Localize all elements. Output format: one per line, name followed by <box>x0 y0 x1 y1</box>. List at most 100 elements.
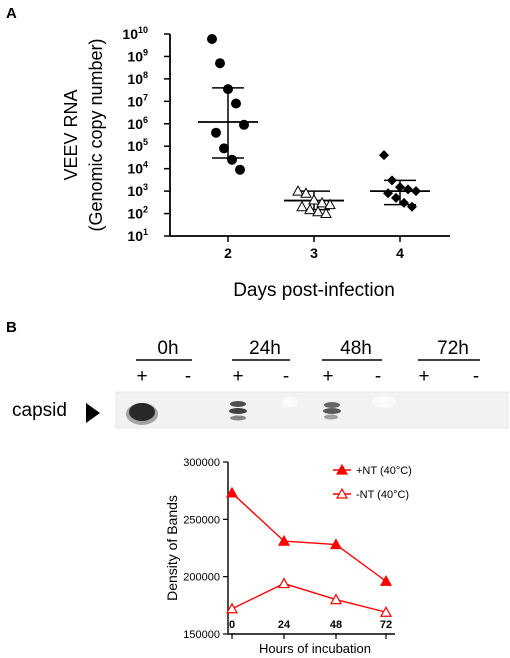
data-point <box>239 119 249 130</box>
data-point <box>391 192 401 203</box>
b-x-tick-label: 24 <box>278 619 291 631</box>
timepoint-label: 24h <box>249 338 281 359</box>
legend-marker <box>335 463 349 475</box>
data-point <box>207 33 217 44</box>
data-point <box>312 205 324 217</box>
y-tick-label: 109 <box>127 47 148 64</box>
data-point <box>235 164 245 175</box>
data-point <box>324 198 336 210</box>
lane-plus-label: + <box>136 366 147 387</box>
lane-minus-label: - <box>375 366 381 387</box>
y-tick-exponent: 5 <box>143 137 148 147</box>
b-y-tick-label: 150000 <box>183 629 220 641</box>
x-tick-label: 3 <box>310 245 318 261</box>
y-axis-title-line1: VEEV RNA <box>61 89 81 180</box>
data-point <box>379 150 389 161</box>
b-y-tick-label: 250000 <box>183 514 220 526</box>
series-marker <box>379 605 393 617</box>
blot-image <box>115 391 509 429</box>
series-marker <box>329 538 343 550</box>
y-tick-exponent: 2 <box>143 205 148 215</box>
legend-label: +NT (40°C) <box>356 465 412 477</box>
legend-label: -NT (40°C) <box>356 489 409 501</box>
y-tick-label: 108 <box>127 70 148 87</box>
series-marker <box>329 593 343 605</box>
timepoint-label: 0h <box>157 338 178 359</box>
data-point <box>320 207 332 219</box>
b-y-tick-label: 300000 <box>183 457 220 469</box>
b-x-axis-title: Hours of incubation <box>259 641 371 656</box>
line-chart: Density of Bands 150000 200000 250000 30000… <box>164 457 412 656</box>
series-marker <box>225 602 239 614</box>
series-line <box>231 492 387 582</box>
capsid-arrow-icon <box>86 403 100 423</box>
b-y-axis-title: Density of Bands <box>164 495 180 601</box>
y-tick-exponent: 10 <box>138 25 148 35</box>
band-24h-plus <box>229 401 247 421</box>
lane-minus-label: - <box>473 366 479 387</box>
y-tick-label: 102 <box>127 205 148 222</box>
y-axis-title-line2: (Genomic copy number) <box>86 38 106 231</box>
series-marker <box>225 486 239 498</box>
band-0h-plus <box>126 403 158 425</box>
data-point <box>292 185 304 196</box>
data-point <box>395 182 405 193</box>
timepoint-label: 48h <box>340 338 372 359</box>
b-x-tick-label: 72 <box>380 619 392 631</box>
data-point <box>407 201 417 212</box>
y-tick-label: 107 <box>127 92 148 109</box>
x-axis-title: Days post-infection <box>233 280 395 301</box>
panel-b-label: B <box>6 319 17 336</box>
series-marker <box>277 577 291 589</box>
scatter-chart: VEEV RNA (Genomic copy number) 101102103… <box>61 25 450 301</box>
y-tick-label: 106 <box>127 115 148 132</box>
y-tick-label: 1010 <box>122 25 148 42</box>
lane-plus-label: + <box>232 366 243 387</box>
b-y-tick-label: 200000 <box>183 572 220 584</box>
y-tick-label: 101 <box>127 227 148 244</box>
y-tick-label: 104 <box>127 160 148 177</box>
data-point <box>300 187 312 198</box>
legend-marker <box>335 487 349 499</box>
data-point <box>304 203 316 215</box>
capsid-label: capsid <box>12 400 67 421</box>
series-marker <box>379 575 393 586</box>
lane-minus-label: - <box>283 366 289 387</box>
timepoint-label: 72h <box>437 338 469 359</box>
data-point <box>403 184 413 195</box>
data-point <box>399 197 409 208</box>
x-tick-label: 4 <box>396 245 404 261</box>
y-tick-label: 103 <box>127 182 148 199</box>
data-point <box>387 175 397 186</box>
y-tick-exponent: 9 <box>143 47 148 57</box>
y-tick-label: 105 <box>127 137 148 154</box>
lane-plus-label: + <box>418 366 429 387</box>
b-x-tick-label: 48 <box>330 619 342 631</box>
data-point <box>231 98 241 109</box>
y-tick-exponent: 7 <box>143 92 148 102</box>
series-marker <box>277 534 291 546</box>
band-48h-plus <box>323 402 341 420</box>
data-point <box>227 154 237 165</box>
lane-minus-label: - <box>185 366 191 387</box>
data-point <box>411 186 421 197</box>
x-tick-label: 2 <box>224 245 232 261</box>
data-point <box>308 194 320 205</box>
panel-a-label: A <box>6 5 17 22</box>
b-x-tick-label: 0 <box>229 619 235 631</box>
data-point <box>223 84 233 95</box>
data-point <box>211 127 221 138</box>
blot-header: 0h+ -24h+ -48h+ -72h+ - <box>136 338 480 387</box>
series-line <box>231 582 387 613</box>
data-point <box>296 200 308 212</box>
data-point <box>383 188 393 199</box>
y-tick-exponent: 3 <box>143 182 148 192</box>
lane-plus-label: + <box>322 366 333 387</box>
y-tick-exponent: 4 <box>143 160 148 170</box>
y-tick-exponent: 1 <box>143 227 148 237</box>
data-point <box>215 58 225 69</box>
blot-membrane <box>116 392 508 428</box>
data-point <box>316 196 328 208</box>
y-tick-exponent: 8 <box>143 70 148 80</box>
